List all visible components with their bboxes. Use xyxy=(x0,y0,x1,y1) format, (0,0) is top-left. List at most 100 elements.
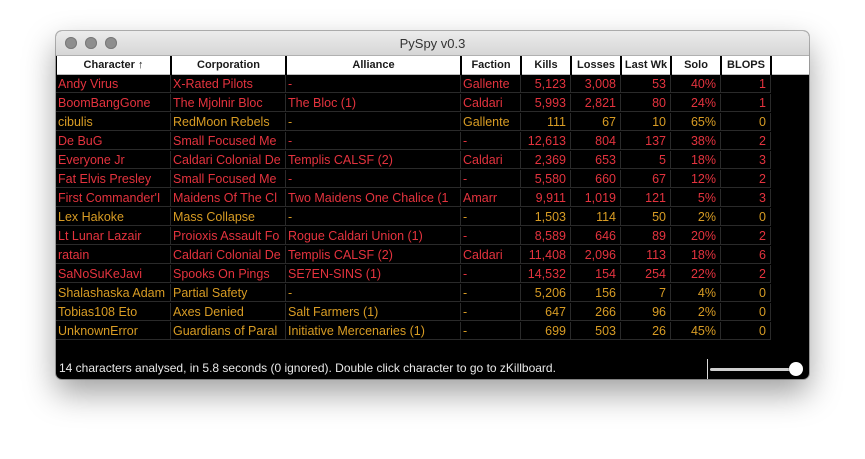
column-header-losses[interactable]: Losses xyxy=(572,56,620,75)
cell-corporation: Caldari Colonial De xyxy=(171,246,286,264)
column-header-last-wk[interactable]: Last Wk xyxy=(622,56,670,75)
cell-solo: 45% xyxy=(671,322,721,340)
cell-losses: 804 xyxy=(571,132,621,150)
cell-corporation: Mass Collapse xyxy=(171,208,286,226)
table-row[interactable]: Shalashaska Adam Partial Safety - -5,206 156… xyxy=(56,284,809,303)
cell-last-wk: 50 xyxy=(621,208,671,226)
cell-alliance: - xyxy=(286,208,461,226)
cell-blops: 0 xyxy=(721,303,771,321)
cell-kills: 647 xyxy=(521,303,571,321)
cell-blops: 1 xyxy=(721,75,771,93)
cell-character: Everyone Jr xyxy=(56,151,171,169)
table-row[interactable]: Andy Virus X-Rated Pilots - Gallente 5,123 3,… xyxy=(56,75,809,94)
cell-faction: - xyxy=(461,303,521,321)
cell-solo: 22% xyxy=(671,265,721,283)
window-title: PySpy v0.3 xyxy=(399,36,466,51)
cell-kills: 14,532 xyxy=(521,265,571,283)
slider-thumb[interactable] xyxy=(789,362,803,376)
column-header-faction[interactable]: Faction xyxy=(462,56,520,75)
cell-kills: 111 xyxy=(521,113,571,131)
cell-kills: 12,613 xyxy=(521,132,571,150)
cell-solo: 38% xyxy=(671,132,721,150)
cell-last-wk: 5 xyxy=(621,151,671,169)
table-row[interactable]: ratain Caldari Colonial De Templis CALSF (… xyxy=(56,246,809,265)
column-header-solo[interactable]: Solo xyxy=(672,56,720,75)
cell-character: UnknownError xyxy=(56,322,171,340)
cell-corporation: Partial Safety xyxy=(171,284,286,302)
cell-blops: 1 xyxy=(721,94,771,112)
cell-faction: - xyxy=(461,265,521,283)
slider-track[interactable] xyxy=(710,368,794,371)
cell-blops: 2 xyxy=(721,170,771,188)
column-header-blops[interactable]: BLOPS xyxy=(722,56,770,75)
cell-losses: 2,821 xyxy=(571,94,621,112)
column-header-kills[interactable]: Kills xyxy=(522,56,570,75)
cell-character: ratain xyxy=(56,246,171,264)
table-row[interactable]: BoomBangGone The Mjolnir Bloc The Bloc (1)… xyxy=(56,94,809,113)
cell-kills: 9,911 xyxy=(521,189,571,207)
cell-blops: 6 xyxy=(721,246,771,264)
column-header-corporation[interactable]: Corporation xyxy=(172,56,285,75)
table-row[interactable]: Lex Hakoke Mass Collapse - -1,503 114 50 2% 0 xyxy=(56,208,809,227)
cell-character: SaNoSuKeJavi xyxy=(56,265,171,283)
cell-solo: 40% xyxy=(671,75,721,93)
title-bar[interactable]: PySpy v0.3 xyxy=(56,31,809,56)
cell-losses: 266 xyxy=(571,303,621,321)
table-row[interactable]: Lt Lunar Lazair Proioxis Assault Fo Rogue … xyxy=(56,227,809,246)
minimize-window-button[interactable] xyxy=(85,37,97,49)
cell-faction: Gallente xyxy=(461,113,521,131)
column-header-character[interactable]: Character ↑ xyxy=(57,56,170,75)
table-row[interactable]: De BuG Small Focused Me - -12,613 804 137 38% 2 xyxy=(56,132,809,151)
cell-solo: 20% xyxy=(671,227,721,245)
zoom-window-button[interactable] xyxy=(105,37,117,49)
table-row[interactable]: Tobias108 Eto Axes Denied Salt Farmers (1)… xyxy=(56,303,809,322)
cell-alliance: - xyxy=(286,113,461,131)
cell-losses: 646 xyxy=(571,227,621,245)
table-row[interactable]: Fat Elvis Presley Small Focused Me - -5,580… xyxy=(56,170,809,189)
cell-character: First Commander'I xyxy=(56,189,171,207)
cell-blops: 2 xyxy=(721,227,771,245)
table-row[interactable]: First Commander'I Maidens Of The Cl Two Ma… xyxy=(56,189,809,208)
cell-corporation: Proioxis Assault Fo xyxy=(171,227,286,245)
column-header-alliance[interactable]: Alliance xyxy=(287,56,460,75)
cell-kills: 8,589 xyxy=(521,227,571,245)
app-window: PySpy v0.3 Character ↑ Corporation Allianc… xyxy=(56,31,809,379)
cell-faction: Caldari xyxy=(461,246,521,264)
cell-corporation: Small Focused Me xyxy=(171,132,286,150)
column-header-filler xyxy=(772,56,809,75)
cell-blops: 2 xyxy=(721,132,771,150)
cell-last-wk: 67 xyxy=(621,170,671,188)
cell-kills: 5,206 xyxy=(521,284,571,302)
cell-last-wk: 10 xyxy=(621,113,671,131)
cell-losses: 114 xyxy=(571,208,621,226)
table-row[interactable]: UnknownError Guardians of Paral Initiative… xyxy=(56,322,809,341)
cell-faction: Amarr xyxy=(461,189,521,207)
cell-faction: Caldari xyxy=(461,94,521,112)
table-row[interactable]: Everyone Jr Caldari Colonial De Templis CA… xyxy=(56,151,809,170)
cell-last-wk: 113 xyxy=(621,246,671,264)
cell-last-wk: 137 xyxy=(621,132,671,150)
character-table[interactable]: Character ↑ Corporation Alliance Faction Kil… xyxy=(56,56,809,356)
cell-character: Fat Elvis Presley xyxy=(56,170,171,188)
font-size-slider[interactable] xyxy=(707,359,807,379)
cell-kills: 5,993 xyxy=(521,94,571,112)
cell-kills: 2,369 xyxy=(521,151,571,169)
table-row[interactable]: SaNoSuKeJavi Spooks On Pings SE7EN-SINS (1… xyxy=(56,265,809,284)
cell-alliance: Templis CALSF (2) xyxy=(286,246,461,264)
cell-blops: 0 xyxy=(721,284,771,302)
cell-losses: 503 xyxy=(571,322,621,340)
close-window-button[interactable] xyxy=(65,37,77,49)
cell-last-wk: 53 xyxy=(621,75,671,93)
cell-faction: Caldari xyxy=(461,151,521,169)
cell-faction: - xyxy=(461,284,521,302)
cell-alliance: Rogue Caldari Union (1) xyxy=(286,227,461,245)
cell-last-wk: 89 xyxy=(621,227,671,245)
table-row[interactable]: cibulis RedMoon Rebels - Gallente 111 67 10 65%… xyxy=(56,113,809,132)
cell-solo: 18% xyxy=(671,246,721,264)
cell-character: BoomBangGone xyxy=(56,94,171,112)
cell-kills: 5,123 xyxy=(521,75,571,93)
cell-losses: 653 xyxy=(571,151,621,169)
cell-corporation: Axes Denied xyxy=(171,303,286,321)
cell-faction: - xyxy=(461,132,521,150)
cell-corporation: X-Rated Pilots xyxy=(171,75,286,93)
